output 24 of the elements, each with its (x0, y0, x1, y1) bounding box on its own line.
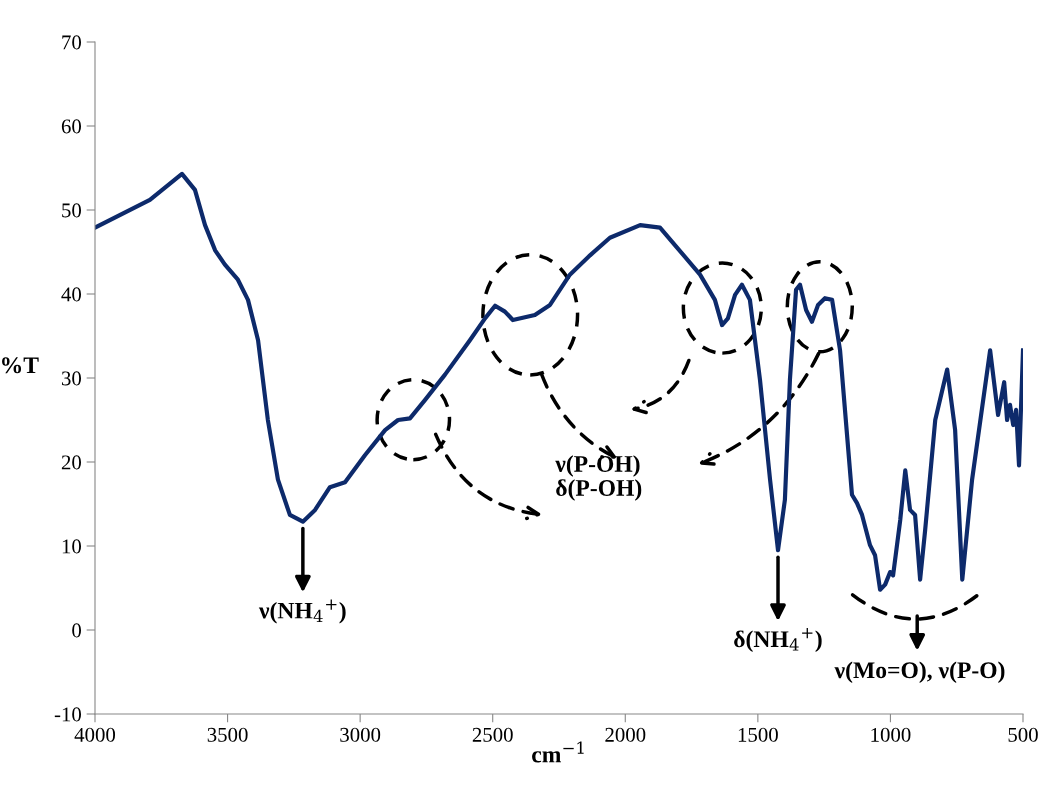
y-tick-label: 30 (61, 371, 82, 386)
y-tick-label: 40 (61, 287, 82, 302)
y-tick-label: -10 (54, 707, 82, 722)
annotation: ν(P-OH) δ(P-OH) (555, 455, 642, 501)
y-axis-title: %T (2, 357, 39, 374)
x-axis-title: cm$^{−1}$ (532, 741, 584, 763)
y-tick-label: 50 (62, 203, 82, 218)
y-tick-label: 70 (62, 35, 82, 50)
annotation: δ(NH$_{4}$$^{+}$) (734, 627, 822, 652)
x-tick-label: 3000 (340, 727, 381, 742)
x-tick-label: 2000 (605, 727, 646, 742)
y-tick-label: 20 (61, 455, 82, 470)
x-tick-label: 1500 (738, 727, 778, 742)
annotation: ν(Mo=O), ν(P-O) (834, 661, 1005, 683)
x-tick-label: 1000 (871, 727, 911, 742)
x-tick-label: 2500 (472, 727, 513, 742)
x-tick-label: 3500 (207, 727, 248, 742)
annotation: ν(NH$_{4}$$^{+}$) (258, 599, 346, 624)
x-tick-label: 4000 (74, 727, 116, 742)
y-tick-label: 0 (72, 623, 82, 638)
line-series (95, 171, 1023, 592)
y-tick-label: 60 (61, 119, 82, 134)
y-tick-label: 10 (62, 539, 82, 554)
x-tick-label: 500 (1008, 727, 1038, 742)
